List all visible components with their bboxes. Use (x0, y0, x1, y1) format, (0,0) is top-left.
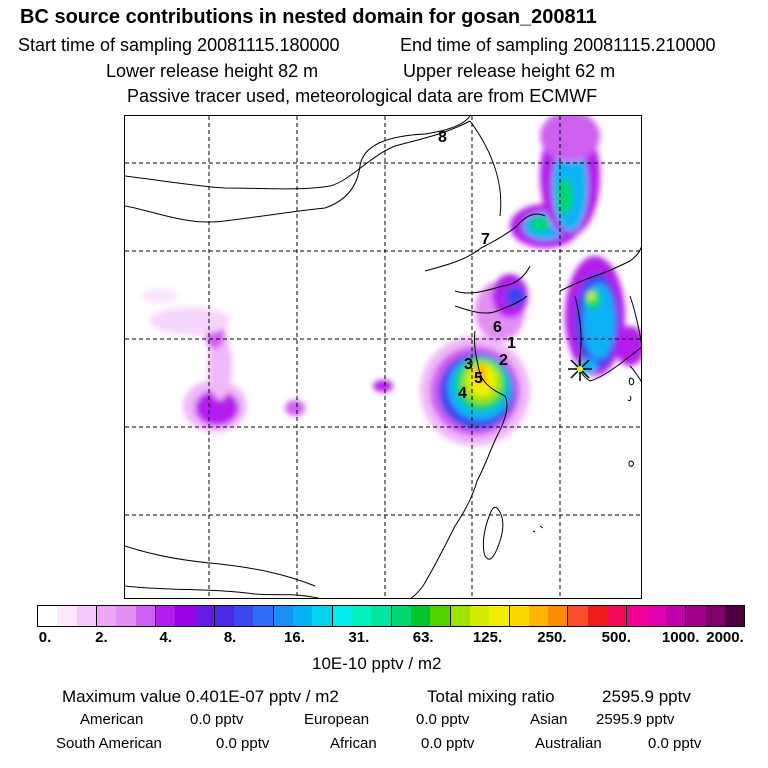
colorbar-swatch (509, 606, 529, 626)
source-markers: 1 2 3 4 5 6 7 8 (438, 129, 516, 402)
colorbar-swatch (253, 606, 274, 626)
colorbar-swatch (38, 606, 58, 626)
colorbar-tick-label: 0. (38, 629, 52, 646)
map-canvas: 1 2 3 4 5 6 7 8 (125, 116, 641, 598)
colorbar-tick-label: 500. (601, 629, 631, 646)
colorbar-swatch (312, 606, 333, 626)
african-value: 0.0 pptv (421, 735, 475, 752)
colorbar-swatch (352, 606, 372, 626)
australian-value: 0.0 pptv (648, 735, 702, 752)
colorbar-tick-label: 1000. (661, 629, 700, 646)
colorbar-swatch (548, 606, 569, 626)
colorbar-swatch (450, 606, 470, 626)
colorbar-swatch (646, 606, 666, 626)
max-value-label: Maximum value 0.401E-07 pptv / m2 (62, 687, 339, 706)
end-time-label: End time of sampling 20081115.210000 (400, 35, 716, 55)
total-mixing-ratio-value: 2595.9 pptv (602, 687, 691, 706)
marker-8: 8 (438, 129, 447, 146)
total-mixing-ratio-label: Total mixing ratio (427, 687, 555, 706)
colorbar (37, 605, 745, 627)
colorbar-swatch (96, 606, 117, 626)
colorbar-swatch (116, 606, 136, 626)
colorbar-tick-label: 31. (348, 629, 370, 646)
map-panel: 1 2 3 4 5 6 7 8 (124, 115, 642, 599)
lower-release-height-label: Lower release height 82 m (106, 61, 319, 81)
colorbar-tick-label: 4. (159, 629, 172, 646)
colorbar-swatch (587, 606, 608, 626)
marker-5: 5 (474, 370, 483, 387)
marker-7: 7 (481, 231, 490, 248)
colorbar-tick-label: 63. (412, 629, 434, 646)
colorbar-swatch (666, 606, 687, 626)
colorbar-tick-label: 2000. (706, 629, 744, 646)
coastlines (125, 116, 641, 598)
colorbar-swatch (214, 606, 235, 626)
colorbar-swatch (410, 606, 431, 626)
australian-label: Australian (535, 735, 602, 752)
colorbar-swatch (155, 606, 176, 626)
start-time-label: Start time of sampling 20081115.180000 (18, 35, 340, 55)
colorbar-swatch (293, 606, 313, 626)
marker-3: 3 (464, 356, 473, 373)
marker-1: 1 (507, 335, 516, 352)
asian-label: Asian (530, 711, 568, 728)
colorbar-swatch (489, 606, 510, 626)
colorbar-swatch (234, 606, 254, 626)
colorbar-swatch (135, 606, 156, 626)
colorbar-swatch (686, 606, 706, 626)
colorbar-swatch (469, 606, 490, 626)
colorbar-swatch (371, 606, 392, 626)
colorbar-swatch (627, 606, 647, 626)
star-receptor-icon (568, 357, 592, 381)
colorbar-tick-label: 8. (223, 629, 237, 646)
colorbar-swatch (391, 606, 411, 626)
colorbar-tick-label: 2. (95, 629, 108, 646)
marker-6: 6 (493, 319, 502, 336)
colorbar-swatch (430, 606, 451, 626)
colorbar-swatch (705, 606, 725, 626)
lat-lon-grid (125, 116, 641, 598)
colorbar-swatch (194, 606, 215, 626)
african-label: African (330, 735, 377, 752)
tracer-info-label: Passive tracer used, meteorological data… (127, 86, 598, 106)
marker-4: 4 (458, 385, 467, 402)
colorbar-swatch (528, 606, 549, 626)
south-american-value: 0.0 pptv (216, 735, 270, 752)
colorbar-tick-label: 16. (284, 629, 305, 646)
marker-2: 2 (499, 352, 508, 369)
colorbar-swatch (273, 606, 294, 626)
colorbar-swatch (76, 606, 97, 626)
colorbar-swatch (57, 606, 77, 626)
concentration-field (142, 116, 641, 446)
colorbar-unit: 10E-10 pptv / m2 (312, 654, 442, 673)
american-value: 0.0 pptv (190, 711, 244, 728)
european-value: 0.0 pptv (416, 711, 470, 728)
colorbar-tick-label: 250. (537, 629, 567, 646)
european-label: European (304, 711, 370, 728)
colorbar-swatch (568, 606, 588, 626)
american-label: American (80, 711, 144, 728)
colorbar-swatch (332, 606, 352, 626)
colorbar-swatch (607, 606, 628, 626)
colorbar-tick-label: 125. (472, 629, 503, 646)
colorbar-swatch (724, 606, 745, 626)
colorbar-swatch (175, 606, 195, 626)
south-american-label: South American (56, 735, 162, 752)
page-title: BC source contributions in nested domain… (20, 6, 597, 28)
asian-value: 2595.9 pptv (596, 711, 675, 728)
upper-release-height-label: Upper release height 62 m (403, 61, 616, 81)
